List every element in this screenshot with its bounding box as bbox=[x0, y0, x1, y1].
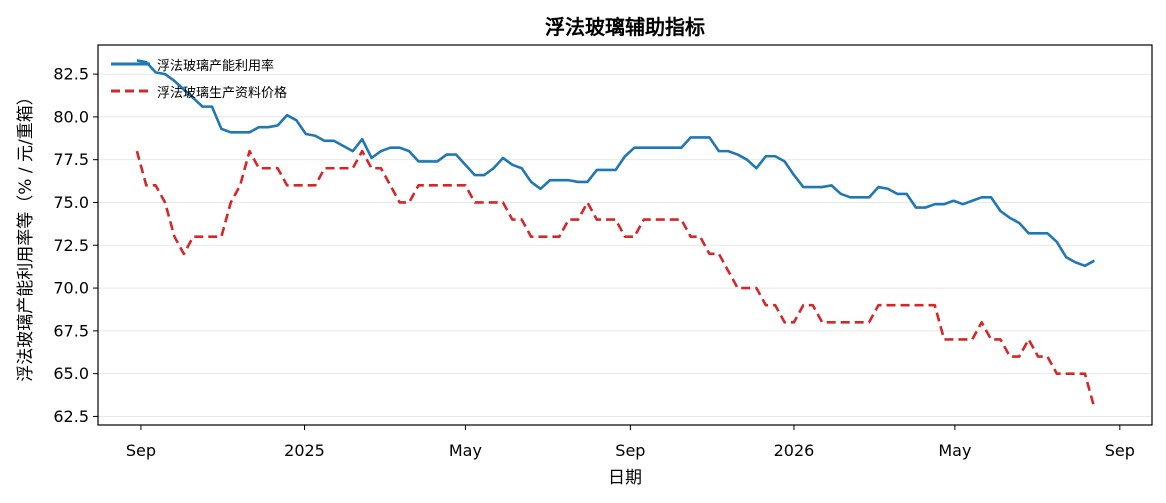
x-tick-label: 2026 bbox=[774, 441, 815, 460]
x-tick-label: Sep bbox=[615, 441, 645, 460]
chart-title: 浮法玻璃辅助指标 bbox=[545, 15, 705, 39]
y-tick-label: 67.5 bbox=[53, 321, 89, 340]
y-tick-label: 62.5 bbox=[53, 407, 89, 426]
x-tick-label: 2025 bbox=[284, 441, 325, 460]
grid-lines bbox=[98, 73, 1152, 417]
y-tick-label: 82.5 bbox=[53, 65, 89, 84]
y-tick-label: 70.0 bbox=[53, 279, 89, 298]
x-axis-label: 日期 bbox=[608, 468, 642, 488]
y-tick-label: 80.0 bbox=[53, 107, 89, 126]
y-tick-label: 65.0 bbox=[53, 364, 89, 383]
y-tick-label: 72.5 bbox=[53, 236, 89, 255]
legend-label-capacity-utilization: 浮法玻璃产能利用率 bbox=[157, 58, 274, 74]
axes: 62.5 65.0 67.5 70.0 72.5 75.0 77.5 80.0 82.5 Sep 2… bbox=[53, 65, 1135, 460]
y-tick-label: 77.5 bbox=[53, 150, 89, 169]
series-line-production-material-price bbox=[135, 149, 1096, 409]
legend: 浮法玻璃产能利用率 浮法玻璃生产资料价格 bbox=[111, 58, 287, 101]
x-tick-label: Sep bbox=[1105, 441, 1135, 460]
legend-label-production-material-price: 浮法玻璃生产资料价格 bbox=[157, 85, 287, 101]
plot-series bbox=[135, 59, 1096, 409]
series-line-capacity-utilization bbox=[136, 59, 1095, 268]
y-tick-label: 75.0 bbox=[53, 193, 89, 212]
x-tick-label: May bbox=[449, 441, 482, 460]
plot-frame bbox=[97, 44, 1153, 426]
y-axis-label: 浮法玻璃产能利用率等（% / 元/重箱） bbox=[16, 88, 36, 381]
x-tick-label: Sep bbox=[126, 441, 156, 460]
x-tick-label: May bbox=[938, 441, 971, 460]
